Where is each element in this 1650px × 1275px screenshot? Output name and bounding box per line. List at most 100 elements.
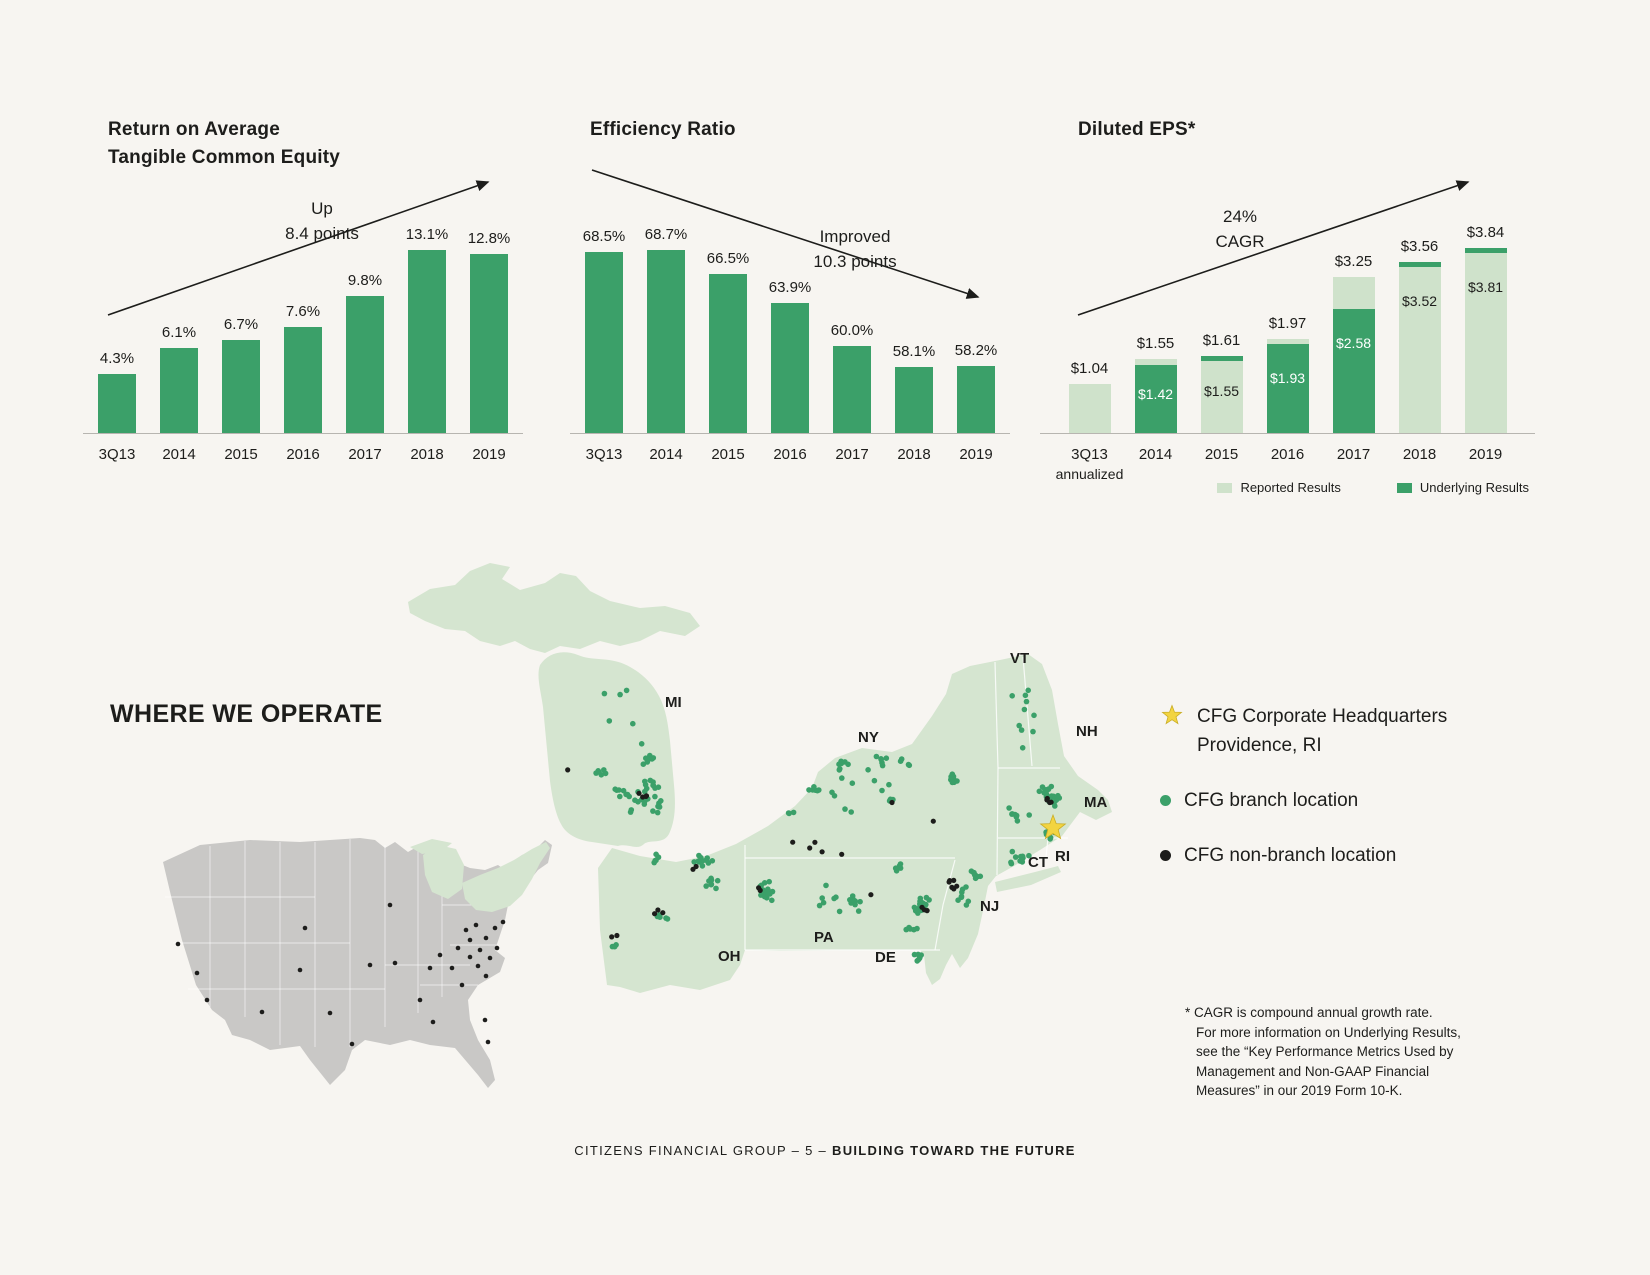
chart-title: Return on Average Tangible Common Equity bbox=[108, 116, 340, 172]
legend-item-underlying: Underlying Results bbox=[1396, 480, 1529, 495]
chart-title: Efficiency Ratio bbox=[590, 116, 736, 144]
nonbranch-dot bbox=[951, 877, 957, 883]
bar-value-label: $1.97 bbox=[1268, 315, 1307, 332]
branch-dot bbox=[977, 873, 984, 880]
national-nonbranch-dot bbox=[175, 941, 181, 947]
chart-title-line: Diluted EPS* bbox=[1078, 119, 1196, 140]
legend-row-branch: CFG branch location bbox=[1160, 786, 1447, 815]
branch-dot bbox=[838, 760, 845, 767]
branch-dot bbox=[871, 777, 878, 784]
branch-dot bbox=[955, 897, 961, 903]
nonbranch-dot bbox=[930, 818, 936, 824]
national-nonbranch-dot bbox=[475, 963, 481, 969]
chart-legend: Reported Results Underlying Results bbox=[1040, 480, 1529, 495]
bar-inner-label: $2.58 bbox=[1335, 335, 1372, 351]
branch-dot bbox=[627, 809, 634, 815]
national-nonbranch-dot bbox=[467, 954, 473, 960]
nonbranch-dot bbox=[819, 849, 825, 855]
chart-title: Diluted EPS* bbox=[1078, 116, 1195, 144]
branch-dot bbox=[959, 889, 965, 895]
x-axis-labels: 3Q13 annualized 2014 2015 2016 2017 2018 2019 bbox=[1040, 446, 1535, 482]
branch-dot bbox=[823, 882, 829, 889]
branch-dot-icon bbox=[1160, 795, 1171, 806]
branch-dot bbox=[1009, 693, 1015, 699]
footnote-line: Measures” in our 2019 Form 10-K. bbox=[1196, 1083, 1403, 1098]
branch-dot bbox=[1016, 722, 1022, 729]
branch-dot bbox=[1025, 687, 1031, 694]
bar-value-label: 58.2% bbox=[954, 342, 998, 359]
branch-dot bbox=[833, 894, 839, 900]
national-nonbranch-dot bbox=[500, 919, 506, 925]
bar-value-label: 6.1% bbox=[161, 324, 197, 341]
bar-column: 4.3% bbox=[98, 350, 136, 434]
state-label-de: DE bbox=[875, 949, 896, 966]
nonbranch-dot bbox=[643, 793, 649, 799]
branch-dot bbox=[1047, 836, 1053, 842]
nonbranch-dot bbox=[839, 851, 845, 857]
branch-dot bbox=[948, 773, 954, 780]
annotation-line: 24% bbox=[1222, 207, 1258, 226]
branch-dot bbox=[630, 720, 636, 727]
state-label-vt: VT bbox=[1010, 650, 1029, 667]
branch-dot bbox=[714, 877, 721, 884]
national-nonbranch-dot bbox=[477, 947, 483, 953]
national-nonbranch-dot bbox=[387, 902, 393, 908]
bar-value-label: 4.3% bbox=[99, 350, 135, 367]
x-axis-label: 2018 bbox=[897, 446, 931, 463]
national-nonbranch-dot bbox=[459, 982, 465, 988]
branch-dot bbox=[703, 883, 709, 889]
bar-group: $1.04 $1.55 $1.42 $1.61 $1.55 $1.97 $1.93 $3.25… bbox=[1040, 224, 1535, 434]
branch-dot bbox=[1045, 786, 1052, 792]
branch-dot bbox=[623, 687, 630, 694]
branch-dot bbox=[769, 897, 775, 904]
branch-dot bbox=[1018, 727, 1025, 733]
chart-annotation: 24% CAGR bbox=[1155, 204, 1325, 254]
nonbranch-dot bbox=[660, 910, 666, 916]
nonbranch-dot bbox=[690, 866, 696, 872]
state-label-nj: NJ bbox=[980, 898, 999, 915]
branch-dot bbox=[911, 926, 917, 933]
branch-dot bbox=[663, 915, 669, 921]
legend-text-nonbranch: CFG non-branch location bbox=[1184, 845, 1397, 866]
bar bbox=[895, 367, 933, 434]
bar-column: 58.2% bbox=[954, 342, 998, 434]
reported-segment bbox=[1200, 361, 1243, 434]
bar-inner-label: $3.81 bbox=[1467, 279, 1504, 295]
branch-dot bbox=[655, 803, 661, 810]
branch-dot bbox=[849, 780, 856, 786]
legend-item-reported: Reported Results bbox=[1217, 480, 1341, 495]
branch-dot bbox=[617, 691, 623, 698]
branch-dot bbox=[1009, 848, 1016, 855]
branch-dot bbox=[847, 897, 853, 903]
chart-title-line: Return on Average bbox=[108, 119, 280, 140]
branch-dot bbox=[1023, 698, 1030, 705]
x-axis-label: 3Q13 annualized bbox=[1055, 446, 1124, 482]
national-nonbranch-dot bbox=[492, 925, 498, 931]
x-axis-label: 2018 bbox=[1402, 446, 1437, 463]
national-nonbranch-dot bbox=[449, 965, 455, 971]
branch-dot bbox=[658, 798, 664, 804]
annotation-line: CAGR bbox=[1215, 232, 1265, 251]
state-label-ny: NY bbox=[858, 729, 879, 746]
branch-dot bbox=[647, 777, 654, 784]
x-axis-label: 2014 bbox=[1138, 446, 1173, 463]
region-upper-peninsula bbox=[408, 563, 700, 653]
bar bbox=[833, 346, 871, 434]
branch-dot bbox=[695, 858, 701, 864]
bar bbox=[408, 250, 446, 434]
x-axis-label: 2016 bbox=[1270, 446, 1305, 463]
reported-results-swatch-icon bbox=[1217, 482, 1233, 493]
branch-dot bbox=[1026, 812, 1032, 818]
national-nonbranch-dot bbox=[463, 927, 469, 933]
nonbranch-dot bbox=[924, 908, 930, 914]
bar-value-label: 12.8% bbox=[467, 230, 511, 247]
footnote-line: see the “Key Performance Metrics Used by bbox=[1196, 1044, 1454, 1059]
nonbranch-dot-icon bbox=[1160, 850, 1171, 861]
x-axis-label: 2017 bbox=[1336, 446, 1371, 463]
branch-dot bbox=[1019, 745, 1026, 751]
branch-dot bbox=[595, 768, 601, 774]
stacked-bar: $1.42 bbox=[1134, 359, 1177, 434]
efficiency-ratio-chart: Efficiency Ratio Improved 10.3 points 68… bbox=[570, 112, 1010, 512]
diluted-eps-chart: Diluted EPS* 24% CAGR $1.04 $1.55 $1.42 $1.… bbox=[1040, 112, 1535, 512]
